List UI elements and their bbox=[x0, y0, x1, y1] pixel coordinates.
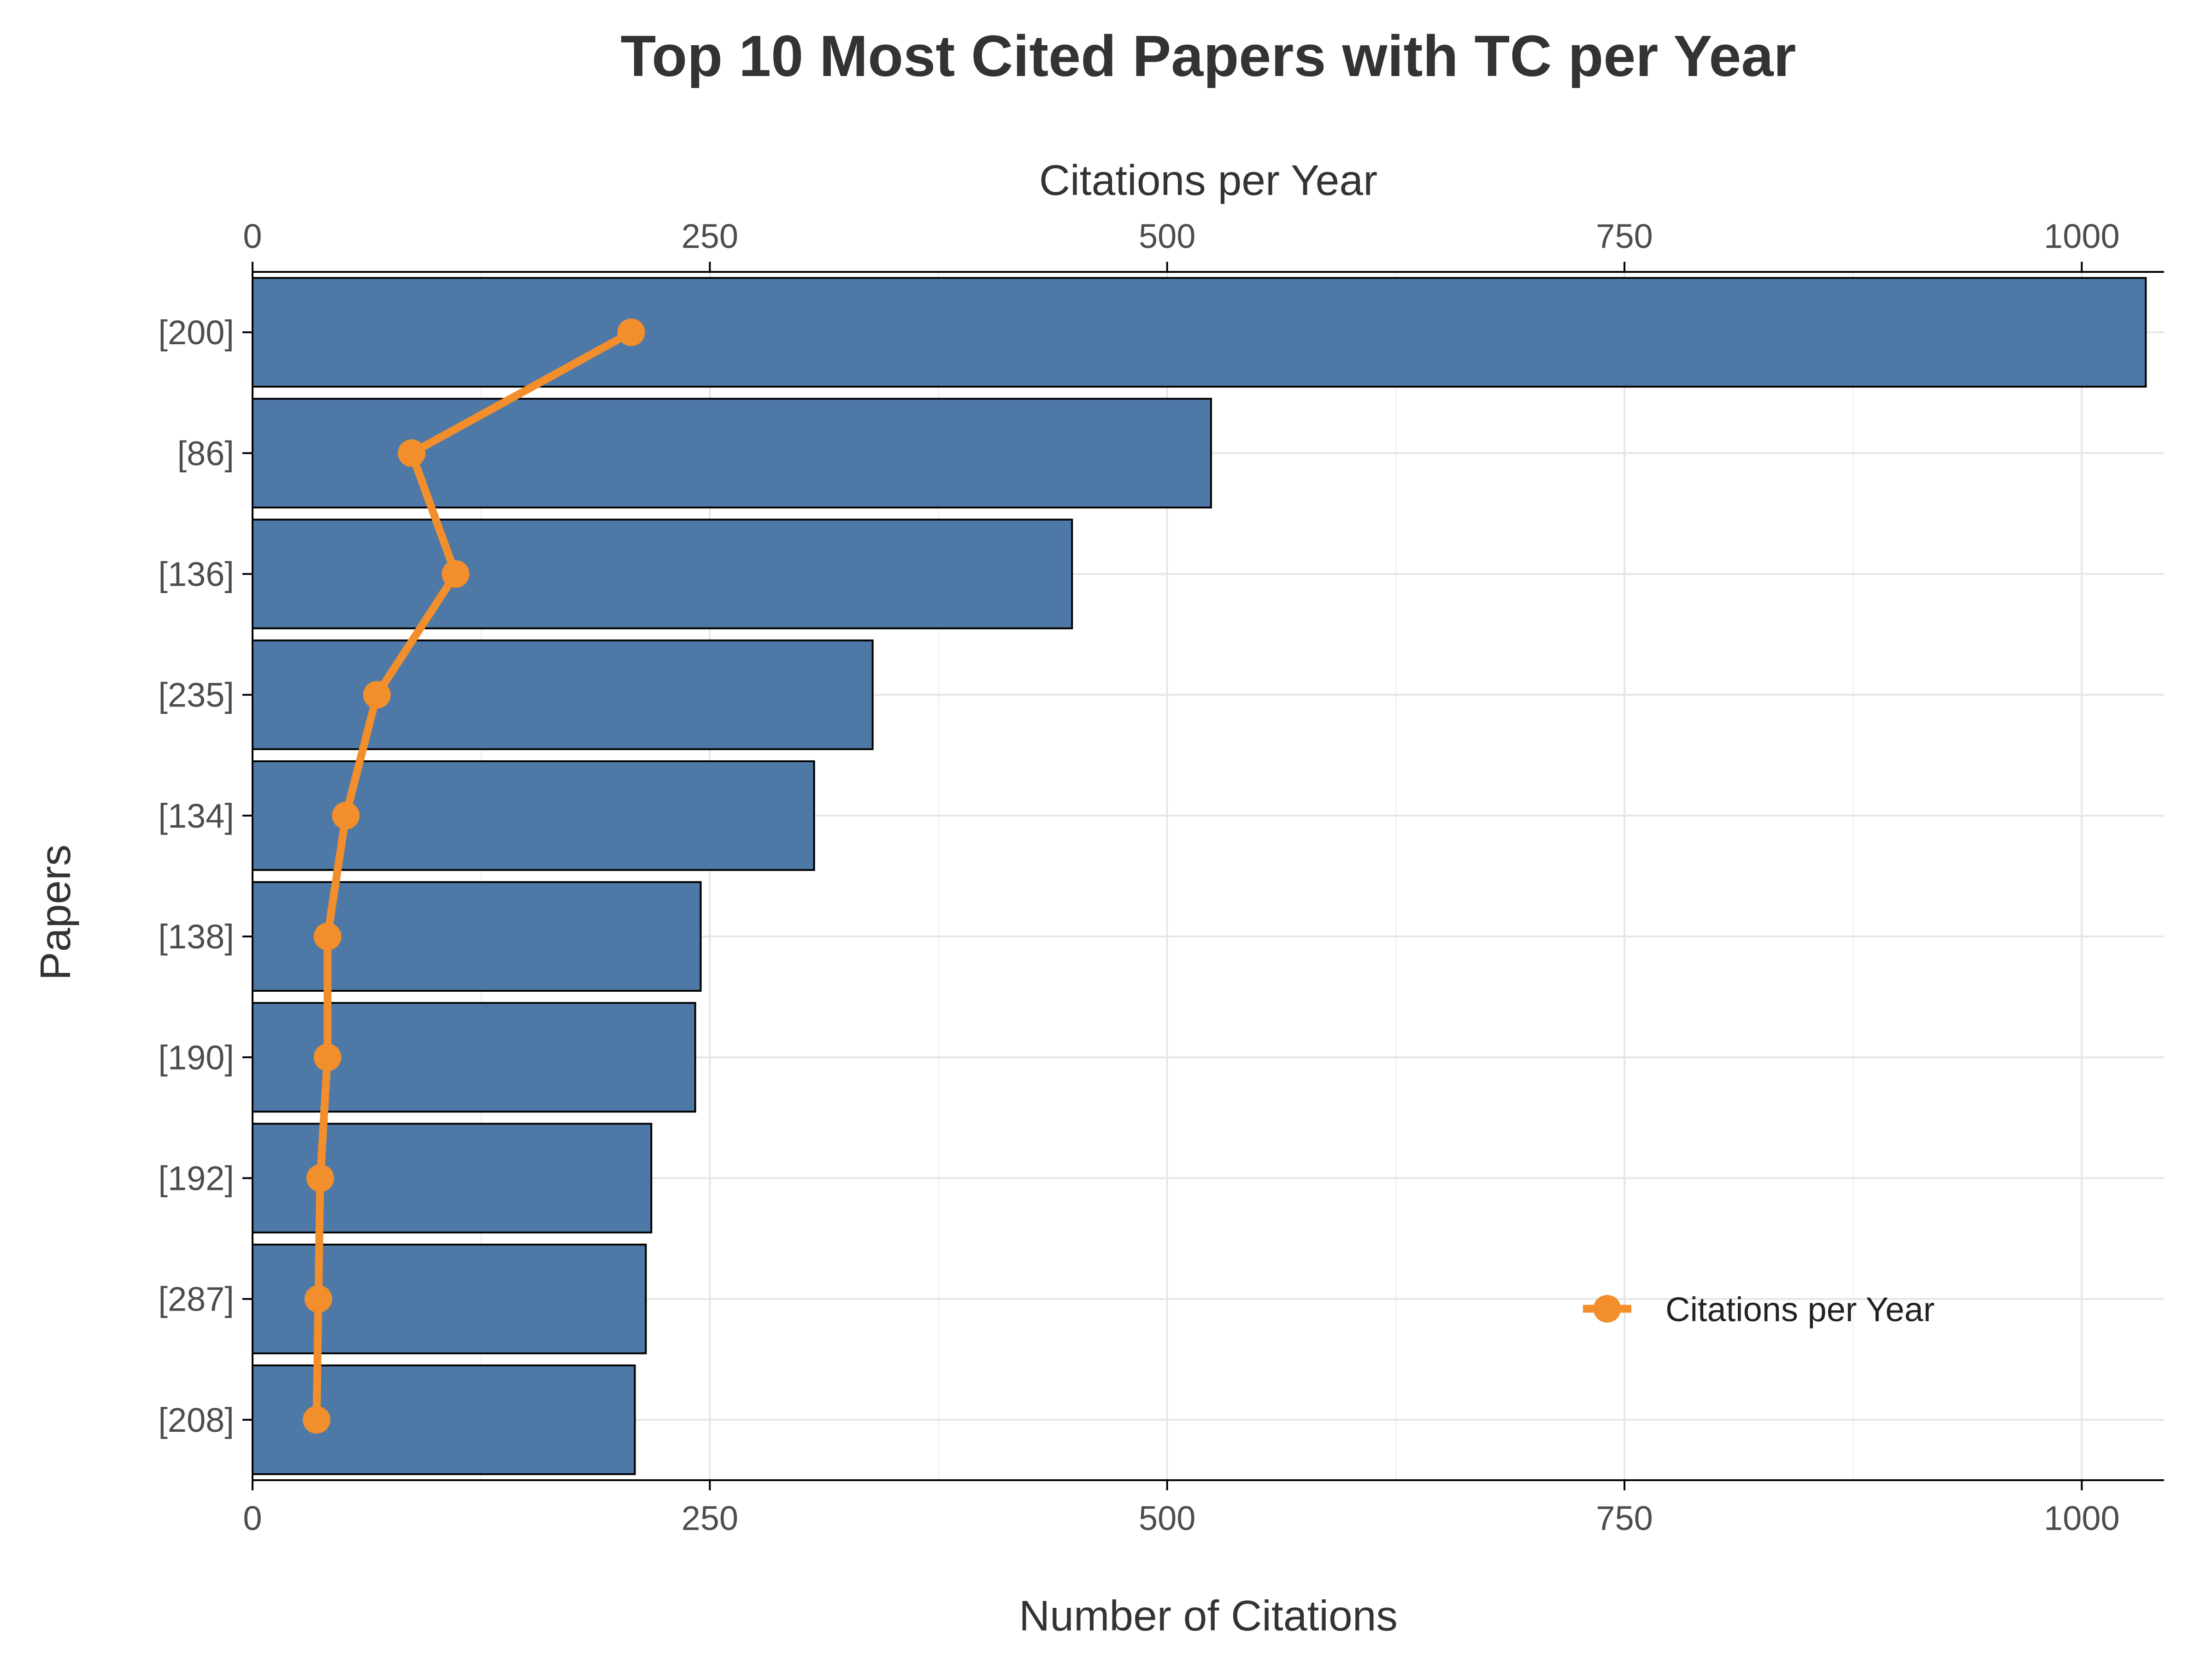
bar bbox=[252, 639, 874, 750]
y-tick-label: [235] bbox=[158, 676, 234, 714]
line-point bbox=[332, 801, 360, 830]
x-tick-label: 0 bbox=[243, 1499, 262, 1537]
y-tick-label: [287] bbox=[158, 1280, 234, 1318]
line-layer bbox=[302, 318, 645, 1434]
y-tick-label: [200] bbox=[158, 313, 234, 352]
y-tick-label: [208] bbox=[158, 1401, 234, 1439]
y-axis-title: Papers bbox=[31, 845, 79, 981]
x-tick-label: 500 bbox=[1139, 1499, 1195, 1537]
line-point bbox=[302, 1406, 330, 1434]
line-point bbox=[398, 439, 426, 467]
secondary-x-tick-label: 0 bbox=[243, 217, 262, 255]
y-tick-label: [138] bbox=[158, 918, 234, 956]
line-point bbox=[363, 681, 391, 709]
line-point bbox=[313, 923, 341, 951]
legend: Citations per Year bbox=[1583, 1290, 1935, 1329]
line-point bbox=[617, 318, 645, 347]
legend-label: Citations per Year bbox=[1665, 1290, 1935, 1329]
x-tick-label: 250 bbox=[682, 1499, 738, 1537]
series-line-citations-per-year bbox=[312, 328, 635, 1424]
axis-layer: 0 0 250 250 500 500 750 750 1000 1000 [200] [86] [13… bbox=[158, 217, 2164, 1537]
line-point bbox=[441, 560, 470, 588]
x-axis-title: Number of Citations bbox=[1019, 1592, 1398, 1640]
bar bbox=[252, 398, 1212, 509]
x-tick-label: 1000 bbox=[2044, 1499, 2120, 1537]
secondary-x-axis-title: Citations per Year bbox=[1039, 156, 1377, 204]
line-point bbox=[304, 1285, 332, 1313]
y-tick-label: [192] bbox=[158, 1159, 234, 1198]
secondary-x-tick-label: 750 bbox=[1596, 217, 1653, 255]
x-tick-label: 750 bbox=[1596, 1499, 1653, 1537]
legend-swatch-point bbox=[1593, 1295, 1621, 1323]
line-point bbox=[306, 1164, 334, 1192]
secondary-x-tick-label: 1000 bbox=[2044, 217, 2120, 255]
secondary-x-tick-label: 250 bbox=[682, 217, 738, 255]
y-tick-label: [86] bbox=[177, 434, 234, 472]
y-tick-label: [190] bbox=[158, 1038, 234, 1077]
chart-title: Top 10 Most Cited Papers with TC per Yea… bbox=[621, 24, 1796, 88]
bar bbox=[252, 518, 1073, 629]
y-tick-label: [136] bbox=[158, 555, 234, 594]
line-point bbox=[313, 1043, 341, 1071]
y-tick-label: [134] bbox=[158, 797, 234, 835]
secondary-x-tick-label: 500 bbox=[1139, 217, 1195, 255]
bar bbox=[252, 277, 2147, 388]
